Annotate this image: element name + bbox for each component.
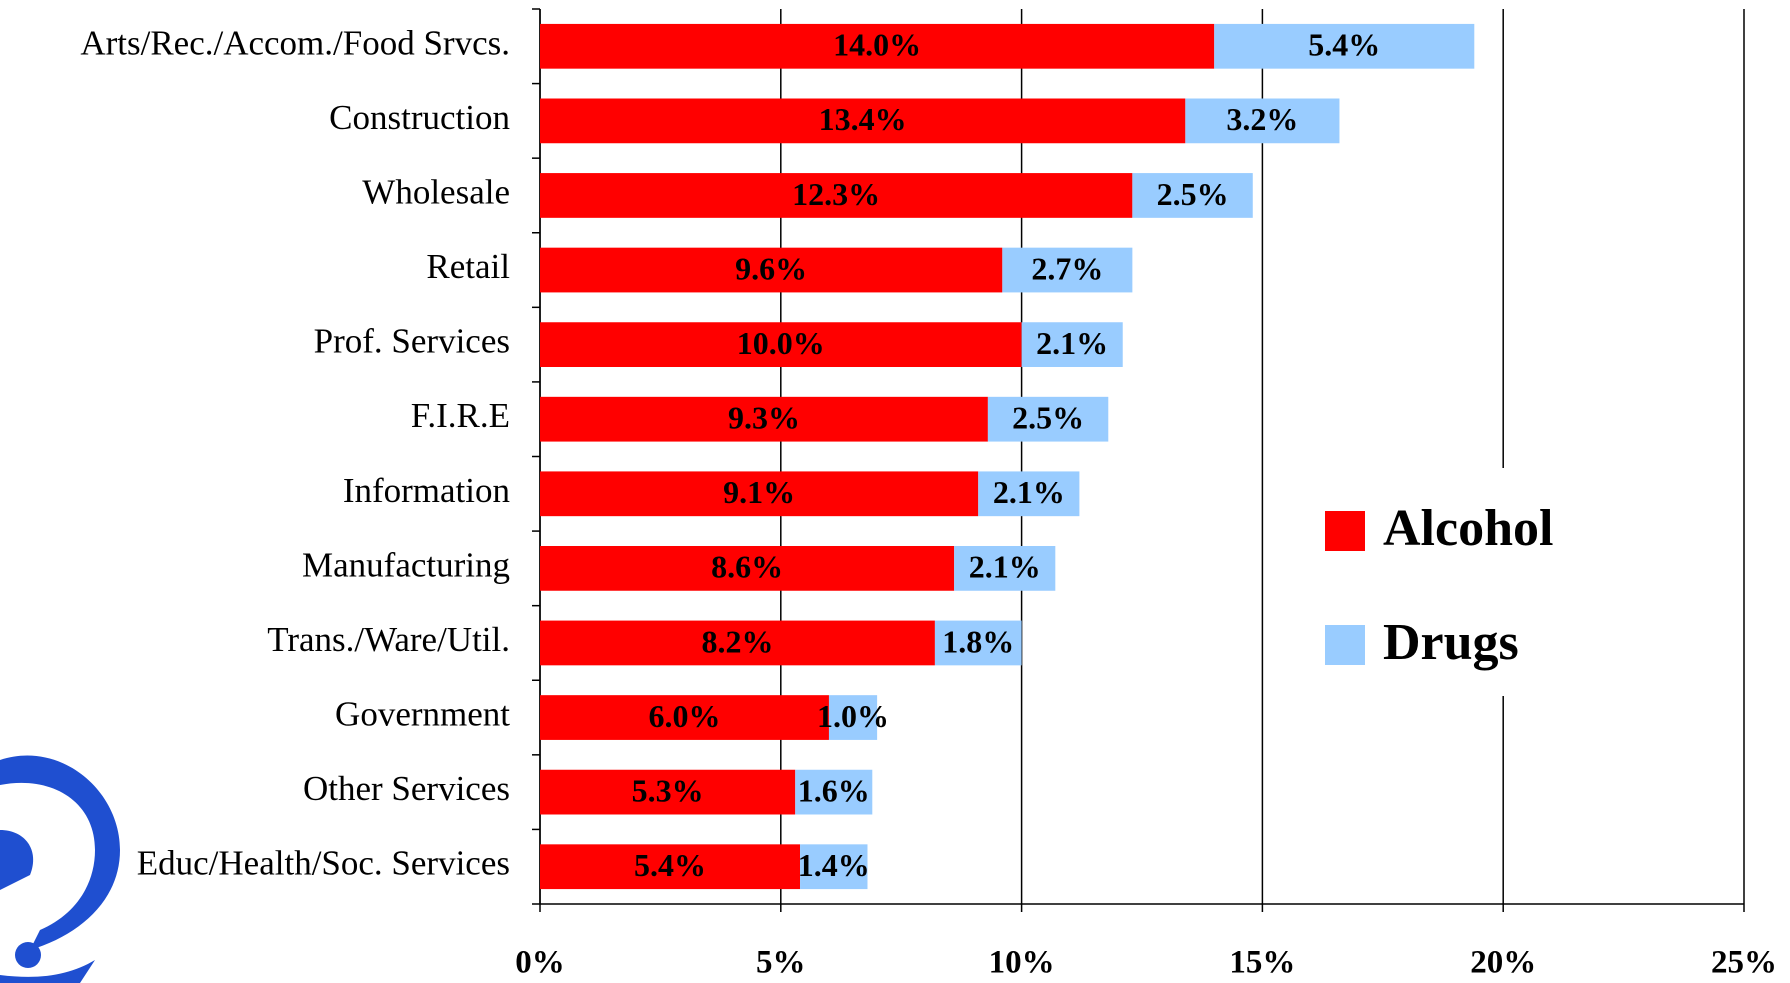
y-tick-label: F.I.R.E <box>411 396 510 435</box>
logo <box>0 755 120 983</box>
y-tick-label: Manufacturing <box>302 545 510 584</box>
value-label: 12.3% <box>792 176 880 212</box>
bar <box>540 98 1186 144</box>
y-tick-label: Information <box>343 471 510 510</box>
value-label: 1.8% <box>942 623 1014 659</box>
value-label: 2.1% <box>993 474 1065 510</box>
legend-swatch <box>1325 625 1365 665</box>
x-tick-label: 10% <box>989 945 1055 981</box>
value-label: 2.5% <box>1012 400 1084 436</box>
bar <box>828 695 878 740</box>
bar <box>540 546 955 591</box>
bar <box>540 247 1003 293</box>
legend-label: Alcohol <box>1383 500 1553 557</box>
value-label: 1.4% <box>798 847 870 883</box>
value-label: 6.0% <box>648 698 720 734</box>
bar <box>934 620 1022 666</box>
y-tick-label: Retail <box>426 247 510 286</box>
bar <box>540 23 1215 69</box>
bar <box>540 695 829 740</box>
bar <box>1021 322 1123 367</box>
bar <box>987 396 1109 442</box>
value-label: 13.4% <box>819 101 907 137</box>
value-label: 9.3% <box>728 400 800 436</box>
y-tick-label: Trans./Ware/Util. <box>267 620 510 659</box>
bar <box>540 322 1022 367</box>
bar <box>954 546 1056 591</box>
x-tick-label: 15% <box>1229 945 1295 981</box>
legend-label: Drugs <box>1383 614 1519 671</box>
value-label: 9.6% <box>735 250 807 286</box>
value-label: 5.3% <box>632 772 704 808</box>
bar <box>1002 247 1133 293</box>
value-label: 5.4% <box>1308 27 1380 63</box>
value-label: 5.4% <box>634 847 706 883</box>
y-tick-label: Government <box>335 695 510 734</box>
value-label: 10.0% <box>737 325 825 361</box>
legend-swatch <box>1325 511 1365 551</box>
value-label: 1.0% <box>817 698 889 734</box>
value-label: 2.7% <box>1031 250 1103 286</box>
value-label: 2.1% <box>1036 325 1108 361</box>
value-label: 1.6% <box>798 772 870 808</box>
bar <box>1185 98 1340 144</box>
x-tick-label: 25% <box>1711 945 1777 981</box>
y-tick-label: Construction <box>329 98 510 137</box>
bar <box>978 471 1080 517</box>
bar <box>800 844 868 890</box>
value-label: 14.0% <box>833 27 921 63</box>
bar <box>540 769 796 815</box>
y-tick-label: Educ/Health/Soc. Services <box>137 844 510 883</box>
value-label: 8.2% <box>701 623 773 659</box>
bar <box>540 471 979 517</box>
bar <box>540 844 801 890</box>
value-label: 3.2% <box>1226 101 1298 137</box>
bar <box>540 620 935 666</box>
bar <box>540 173 1133 218</box>
bar <box>1132 173 1253 218</box>
x-tick-label: 5% <box>756 945 806 981</box>
bar <box>1214 23 1475 69</box>
value-label: 9.1% <box>723 474 795 510</box>
value-label: 8.6% <box>711 549 783 585</box>
x-tick-label: 0% <box>515 945 565 981</box>
bar <box>540 396 988 442</box>
value-label: 2.5% <box>1157 176 1229 212</box>
bar <box>795 769 873 815</box>
y-tick-label: Arts/Rec./Accom./Food Srvcs. <box>80 23 510 62</box>
y-tick-label: Wholesale <box>362 172 510 211</box>
y-tick-label: Other Services <box>303 769 510 808</box>
value-label: 2.1% <box>969 549 1041 585</box>
x-tick-label: 20% <box>1470 945 1536 981</box>
y-tick-label: Prof. Services <box>314 322 510 361</box>
